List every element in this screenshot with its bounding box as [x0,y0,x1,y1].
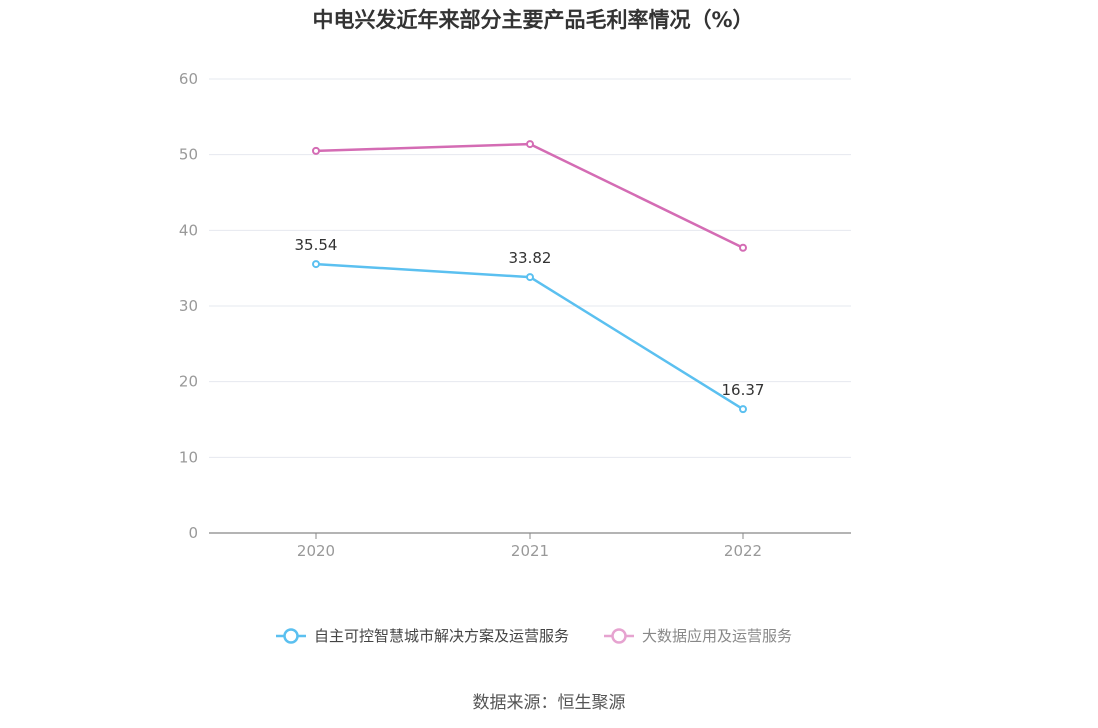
x-tick-label: 2020 [297,542,335,560]
label-layer: 35.54 33.82 16.37 [295,236,765,399]
y-tick-label: 50 [179,146,198,164]
legend-marker-icon [611,628,627,644]
series-line-1 [315,142,744,249]
legend-label: 大数据应用及运营服务 [642,627,792,645]
legend: 自主可控智慧城市解决方案及运营服务 大数据应用及运营服务 [276,627,792,645]
series-layer [312,140,747,414]
x-tick-label: 2021 [511,542,549,560]
y-tick-label: 40 [179,221,198,239]
data-point [312,146,320,155]
x-tick-label: 2022 [724,542,762,560]
y-tick-label: 60 [179,70,198,88]
y-tick-label: 0 [188,524,198,542]
chart-title: 中电兴发近年来部分主要产品毛利率情况（%） [312,8,754,32]
axis-layer: 0 10 20 30 40 50 60 2020 2021 2022 [179,70,851,560]
data-point [526,140,534,149]
legend-label: 自主可控智慧城市解决方案及运营服务 [314,627,569,645]
y-tick-label: 10 [179,448,198,466]
data-point [312,260,320,269]
data-label: 33.82 [509,249,552,267]
data-point [739,243,747,252]
legend-marker-icon [283,628,299,644]
data-label: 35.54 [295,236,338,254]
y-tick-label: 20 [179,373,198,391]
data-source-note: 数据来源：恒生聚源 [472,693,626,713]
data-point [526,273,534,282]
y-tick-label: 30 [179,297,198,315]
grid-layer [209,78,851,458]
series-line-0 [315,262,744,411]
data-label: 16.37 [722,381,765,399]
data-point [739,405,747,414]
